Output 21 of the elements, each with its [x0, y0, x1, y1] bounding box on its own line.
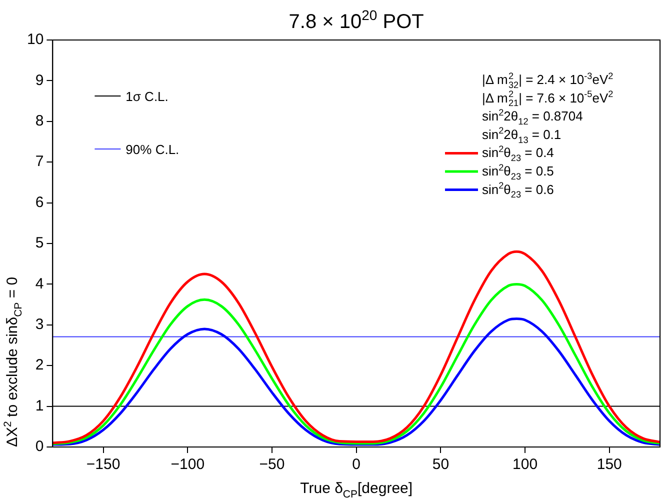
legend-label: 90% C.L. [126, 142, 180, 157]
y-tick-label: 9 [35, 72, 44, 89]
y-tick-label: 6 [35, 194, 44, 211]
x-tick-label: 150 [596, 456, 622, 474]
y-tick-label: 3 [35, 316, 44, 334]
legend-label: 1σ C.L. [126, 89, 168, 104]
x-tick-label: 100 [512, 456, 538, 474]
y-tick-label: 1 [35, 397, 44, 414]
x-tick-label: −100 [170, 456, 205, 474]
y-axis-title: ΔΧ2 to exclude sinδCP = 0 [2, 276, 24, 447]
y-tick-label: 10 [26, 31, 44, 48]
x-tick-label: −50 [259, 456, 285, 474]
x-tick-label: 50 [432, 456, 450, 474]
y-tick-label: 0 [35, 438, 44, 456]
y-tick-label: 7 [35, 153, 44, 170]
y-tick-label: 4 [35, 275, 44, 292]
y-tick-label: 5 [35, 234, 44, 252]
y-tick-label: 2 [35, 356, 44, 374]
x-tick-label: −150 [86, 456, 120, 474]
y-tick-label: 8 [35, 112, 44, 130]
x-tick-label: 0 [352, 456, 361, 474]
